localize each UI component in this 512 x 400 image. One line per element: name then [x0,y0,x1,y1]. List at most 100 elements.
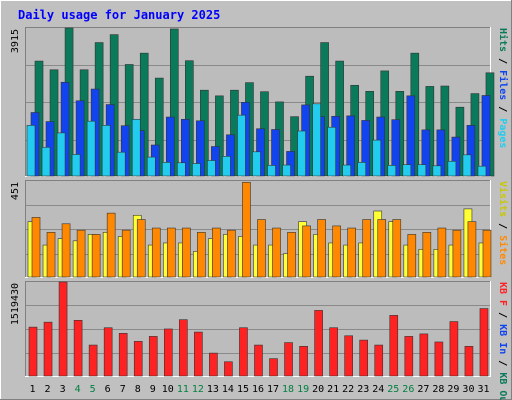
day-label: 15 [237,384,249,395]
day-label: 21 [327,384,339,395]
day-label: 26 [402,384,414,395]
day-label: 14 [222,384,234,395]
pages-bar [116,151,126,177]
kbytes-bar [163,328,173,377]
kbytes-bar [329,327,338,377]
day-label: 29 [447,384,459,395]
sites-bar [452,229,462,278]
sites-bar [422,231,432,278]
pages-bar [372,139,382,177]
day-label: 27 [417,384,429,395]
pages-bar [342,164,351,177]
pages-bar [327,126,336,177]
sites-bar [287,231,296,278]
kbytes-bar [88,344,98,377]
kbytes-bar [148,336,158,377]
sites-bar [91,234,101,278]
sites-bar [121,229,131,278]
sites-bar [106,212,116,278]
kbytes-bar [359,339,369,377]
kbytes-bar [479,308,489,377]
pages-bar [477,165,487,177]
pages-bar [177,162,186,177]
sites-bar [482,229,492,278]
day-label: 12 [192,384,204,395]
kbytes-panel: 1519430 KB F / KB In / KB Out [10,281,508,400]
kbytes-bar [449,321,459,377]
day-label: 11 [177,384,189,395]
day-label: 6 [105,384,111,395]
sites-bar [76,229,86,278]
day-label: 31 [477,384,489,395]
chart-title: Daily usage for January 2025 [18,8,220,22]
pages-bar [312,103,321,177]
kbytes-bar [419,333,429,377]
day-label: 8 [135,384,141,395]
day-label: 18 [282,384,294,395]
sites-bar [377,219,387,278]
kbytes-bar [209,352,218,377]
visits-sites-panel: 451 Visits / Sites [10,180,509,278]
day-label: 28 [432,384,444,395]
kbytes-bar [254,344,263,377]
day-label: 16 [252,384,264,395]
kbytes-bar [179,319,188,377]
pages-bar [161,162,171,177]
pages-bar [192,163,201,177]
y-max-label: 1519430 [10,283,21,325]
day-label: 9 [150,384,156,395]
legend-label: Visits / Sites [497,181,509,265]
day-label: 23 [357,384,369,395]
pages-bar [447,160,457,177]
kbytes-bar [224,361,233,377]
kbytes-bar [269,358,278,377]
pages-bar [387,165,397,177]
sites-bar [257,219,266,278]
kbytes-bar [239,327,248,377]
pages-bar [297,130,306,177]
day-label: 30 [462,384,474,395]
hits-files-pages-panel: 3915 Hits / Files / Pages [10,27,509,177]
kbytes-bar [28,326,38,377]
legend-label: Hits / Files / Pages [497,28,509,148]
kbytes-bar [404,336,414,377]
sites-bar [437,227,447,278]
pages-bar [417,164,427,177]
day-label: 1 [30,384,36,395]
kbytes-bar [299,345,308,377]
day-label: 4 [75,384,81,395]
kbytes-bar [103,327,113,377]
day-label: 20 [312,384,324,395]
day-label: 17 [267,384,279,395]
sites-bar [347,227,356,278]
legend-label: KB F / KB In / KB Out [497,282,508,400]
sites-bar [302,225,311,278]
day-label: 24 [372,384,384,395]
pages-bar [56,132,66,177]
day-label: 7 [120,384,126,395]
kbytes-bar [194,331,203,377]
sites-bar [31,217,41,278]
kbytes-bar [344,335,353,377]
day-label: 5 [90,384,96,395]
sites-bar [61,223,71,278]
sites-bar [212,227,221,278]
files-bar [406,95,416,177]
kbytes-bar [434,341,444,377]
pages-bar [357,162,367,177]
pages-bar [222,156,231,177]
y-max-label: 3915 [10,29,21,53]
day-axis-labels: 1 2 3 4 5 6 7 8 9 10 11 12 13 14 15 16 17 18 19 20 21 22 23 24 2… [30,384,490,395]
sites-bar [136,219,146,278]
kbytes-bar [284,342,293,377]
sites-bar [242,181,251,278]
sites-bar [182,227,191,278]
pages-bar [86,120,96,177]
sites-bar [227,229,236,278]
sites-bar [197,231,206,278]
kbytes-bar [43,321,53,377]
day-label: 22 [342,384,354,395]
sites-bar [272,227,281,278]
pages-bar [71,154,81,177]
